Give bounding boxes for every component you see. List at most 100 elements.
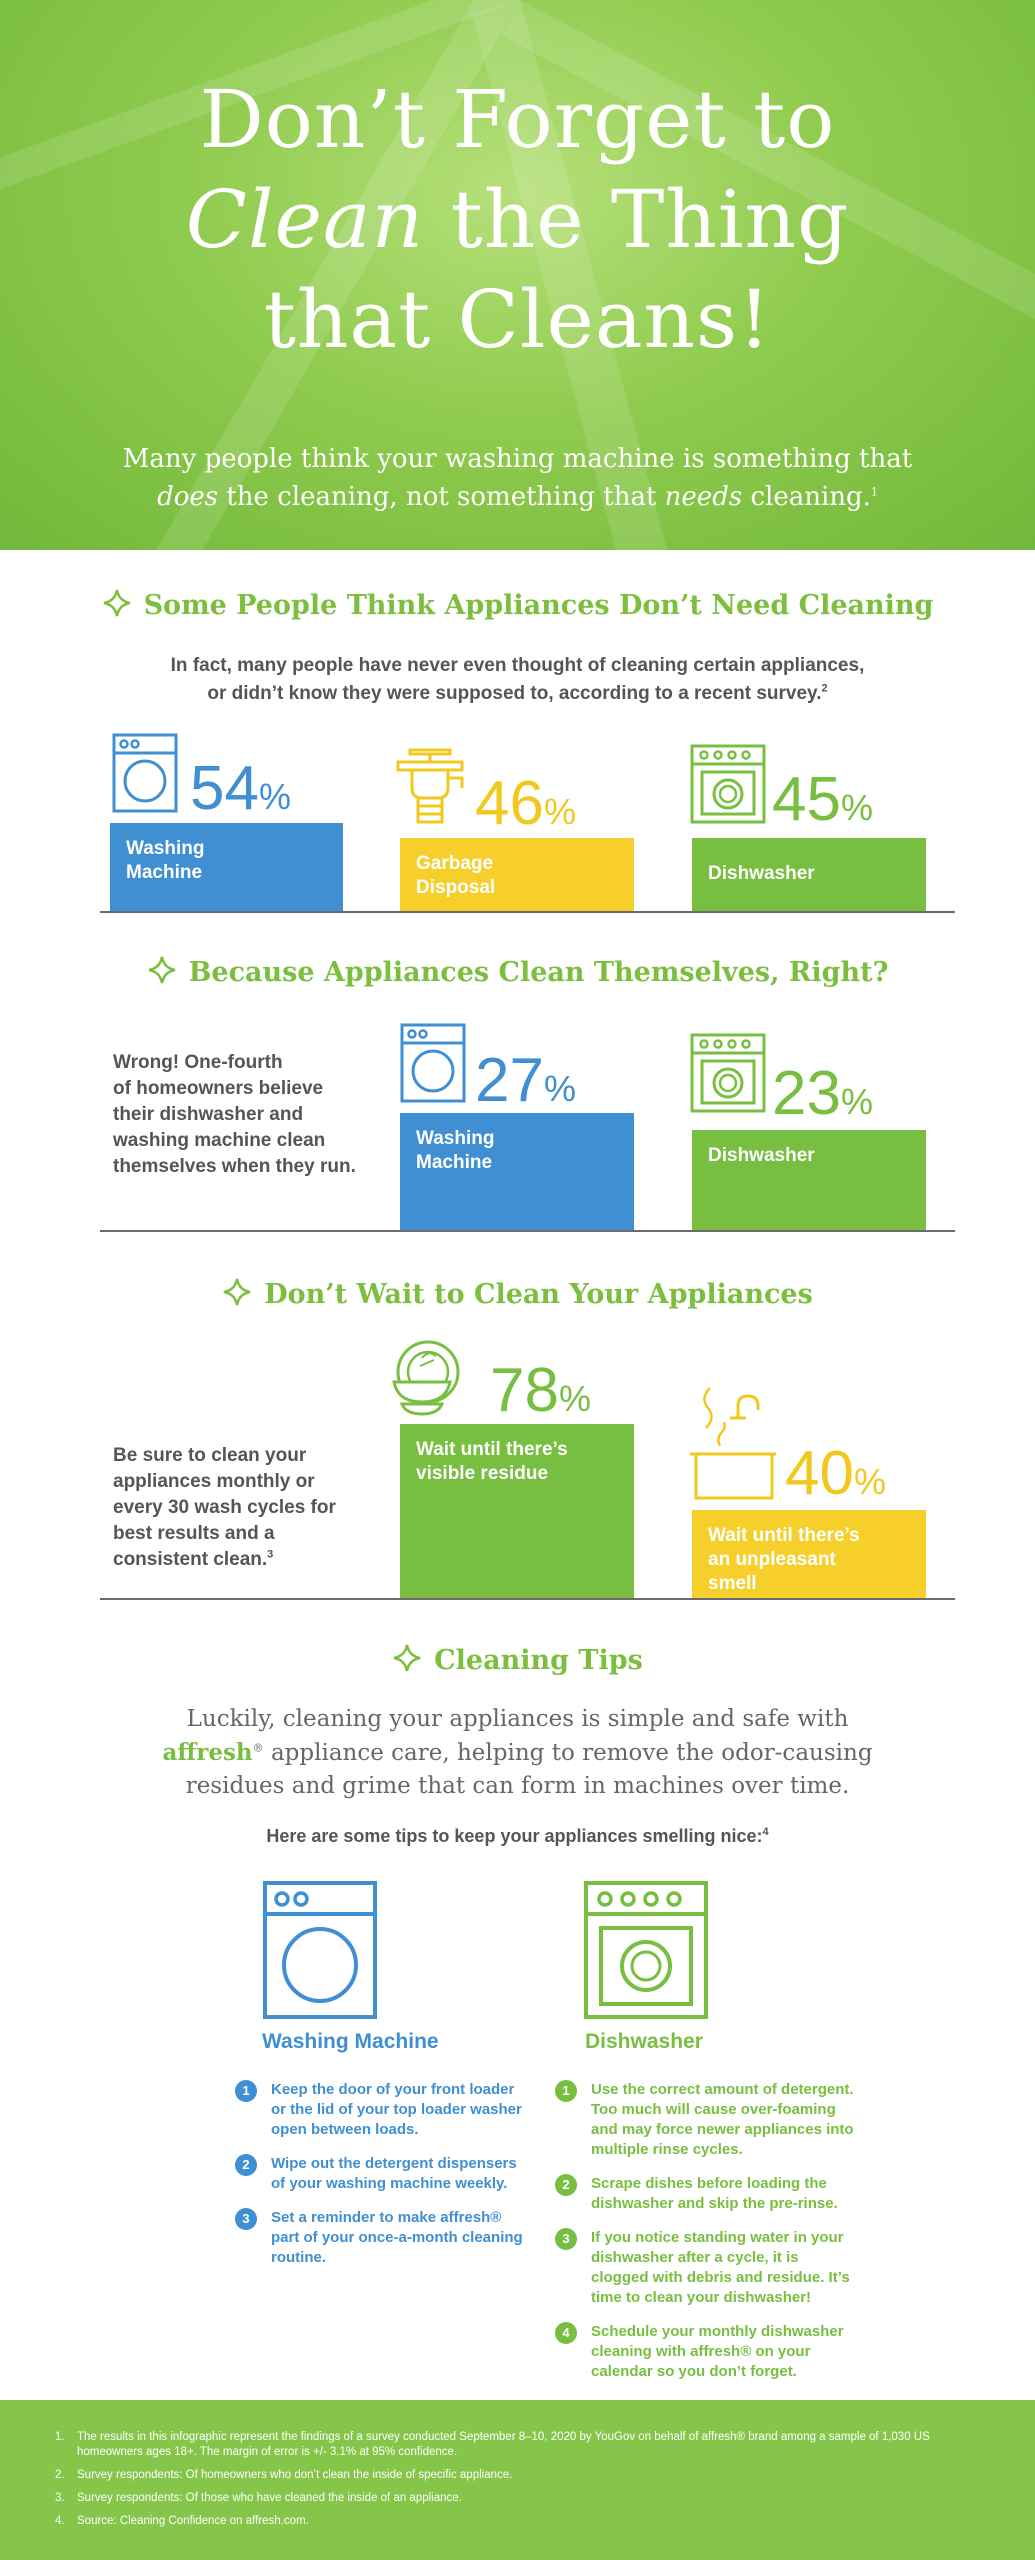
dishwasher-icon	[690, 744, 766, 824]
title-line-2-rest: the Thing	[424, 173, 850, 266]
tips-body-line: Luckily, cleaning your appliances is sim…	[186, 1706, 849, 1732]
brand-name: affresh	[162, 1739, 253, 1766]
footnote: 1. The results in this infographic repres…	[55, 2430, 980, 2460]
tips-body: Luckily, cleaning your appliances is sim…	[0, 1703, 1035, 1803]
stat-number: 46	[475, 769, 544, 838]
side-text-line: best results and a	[113, 1523, 275, 1544]
side-text-line: washing machine clean	[113, 1130, 326, 1151]
bar-label: Washing	[126, 838, 205, 859]
tip-text: Schedule your monthly dishwasher cleanin…	[591, 2323, 844, 2380]
stat-value: 45%	[772, 769, 873, 839]
stat-number: 40	[785, 1439, 854, 1508]
footnote-ref: 3	[267, 1548, 274, 1561]
dishwasher-tips-title: Dishwasher	[585, 2030, 703, 2053]
step-number: 2	[555, 2174, 577, 2196]
footnote-number: 4.	[55, 2515, 65, 2527]
washing-machine-icon	[112, 733, 178, 813]
dishwasher-icon	[690, 1033, 766, 1113]
stat-value: 54%	[190, 758, 291, 828]
stat-unit: %	[543, 791, 576, 832]
step-number: 3	[555, 2228, 577, 2250]
stat-unit: %	[853, 1461, 886, 1502]
side-text-line: every 30 wash cycles for	[113, 1497, 336, 1518]
stat-number: 54	[190, 754, 259, 823]
footnote-ref: 1	[870, 485, 878, 499]
footnote-text: Survey respondents: Of those who have cl…	[77, 2492, 462, 2504]
list-item: 3 Set a reminder to make affresh® part of…	[235, 2208, 525, 2268]
tip-text: Keep the door of your front loader or th…	[271, 2081, 522, 2138]
tips-intro-text: Here are some tips to keep your applianc…	[266, 1826, 763, 1846]
dishwasher-tips-list: 1 Use the correct amount of detergent. To…	[555, 2080, 855, 2396]
footnote-ref: 2	[821, 682, 828, 695]
list-item: 2 Scrape dishes before loading the dishwa…	[555, 2174, 855, 2214]
intro-line-2: or didn’t know they were supposed to, ac…	[0, 680, 1035, 708]
subtitle-line-2: does the cleaning, not something that ne…	[0, 478, 1035, 516]
section-heading-text: Cleaning Tips	[434, 1645, 643, 1676]
chart-baseline	[100, 1230, 955, 1232]
footnote: 2. Survey respondents: Of homeowners who …	[55, 2468, 980, 2483]
page-title: Don’t Forget to Clean the Thing that Cle…	[0, 70, 1035, 370]
stat-number: 23	[772, 1059, 841, 1128]
list-item: 4 Schedule your monthly dishwasher cleani…	[555, 2322, 855, 2382]
side-text-line-text: consistent clean.	[113, 1549, 268, 1570]
stat-number: 78	[490, 1356, 559, 1425]
bar-label: Dishwasher	[708, 1145, 815, 1166]
list-item: 1 Keep the door of your front loader or t…	[235, 2080, 525, 2140]
bar-label: Machine	[126, 862, 203, 883]
subtitle-part-2: the cleaning, not something that	[218, 482, 665, 512]
footnote: 4. Source: Cleaning Confidence on affresh…	[55, 2514, 980, 2529]
bar-label: an unpleasant	[708, 1549, 836, 1570]
side-text-line: their dishwasher and	[113, 1104, 304, 1125]
title-line-1: Don’t Forget to	[199, 73, 836, 166]
section-side-text: Wrong! One-fourth of homeowners believe …	[113, 1050, 356, 1180]
bar-label: Washing	[416, 1128, 495, 1149]
chart-baseline	[100, 1598, 955, 1600]
bar-label: Disposal	[416, 877, 496, 898]
tips-intro: Here are some tips to keep your applianc…	[0, 1826, 1035, 1847]
side-text-line: Wrong! One-fourth	[113, 1052, 283, 1073]
subtitle-part-3: cleaning.	[742, 482, 871, 512]
stat-unit: %	[558, 1378, 591, 1419]
hero-banner: Don’t Forget to Clean the Thing that Cle…	[0, 0, 1035, 550]
stat-bar-dishwasher: Dishwasher	[692, 838, 926, 912]
sink-odor-icon	[690, 1387, 776, 1500]
tip-text: Wipe out the detergent dispensers of you…	[271, 2155, 517, 2192]
tips-body-line: affresh® appliance care, helping to remo…	[0, 1736, 1035, 1770]
footnote-text: Survey respondents: Of homeowners who do…	[77, 2469, 513, 2481]
stat-bar-visible-residue: Wait until there’s visible residue	[400, 1424, 634, 1599]
list-item: 2 Wipe out the detergent dispensers of yo…	[235, 2154, 525, 2194]
section-heading-text: Some People Think Appliances Don’t Need …	[143, 590, 934, 621]
stat-unit: %	[840, 787, 873, 828]
side-text-line: Be sure to clean your	[113, 1445, 307, 1466]
tips-body-line-text: appliance care, helping to remove the od…	[263, 1740, 873, 1766]
washer-tips-list: 1 Keep the door of your front loader or t…	[235, 2080, 525, 2282]
tips-body-line: residues and grime that can form in mach…	[185, 1773, 850, 1799]
side-text-line: themselves when they run.	[113, 1156, 356, 1177]
bar-label: Wait until there’s	[708, 1525, 860, 1546]
side-text-line: appliances monthly or	[113, 1471, 315, 1492]
tip-text: If you notice standing water in your dis…	[591, 2229, 850, 2306]
stat-bar-garbage-disposal: Garbage Disposal	[400, 838, 634, 912]
washing-machine-icon	[263, 1881, 377, 2019]
footnote-number: 2.	[55, 2469, 65, 2481]
stat-unit: %	[258, 776, 291, 817]
list-item: 3 If you notice standing water in your di…	[555, 2228, 855, 2308]
stat-bar-unpleasant-smell: Wait until there’s an unpleasant smell	[692, 1510, 926, 1599]
footnotes: 1. The results in this infographic repres…	[0, 2400, 1035, 2560]
footnote-ref: 4	[762, 1826, 769, 1838]
subtitle-line-1: Many people think your washing machine i…	[122, 444, 913, 474]
section-heading-text: Because Appliances Clean Themselves, Rig…	[188, 957, 889, 988]
footnote-number: 1.	[55, 2431, 65, 2443]
tip-text: Set a reminder to make affresh® part of …	[271, 2209, 523, 2266]
stat-bar-washing-machine: Washing Machine	[110, 823, 343, 912]
section-heading: Cleaning Tips	[0, 1643, 1035, 1676]
title-italic-word: Clean	[185, 173, 425, 266]
step-number: 4	[555, 2322, 577, 2344]
footnote-text: The results in this infographic represen…	[77, 2431, 930, 2458]
footnote: 3. Survey respondents: Of those who have …	[55, 2491, 980, 2506]
step-number: 1	[555, 2080, 577, 2102]
stat-value: 27%	[475, 1050, 576, 1120]
side-text-line: consistent clean.3	[113, 1547, 336, 1573]
bar-label: visible residue	[416, 1463, 549, 1484]
registered-mark: ®	[252, 1741, 264, 1755]
